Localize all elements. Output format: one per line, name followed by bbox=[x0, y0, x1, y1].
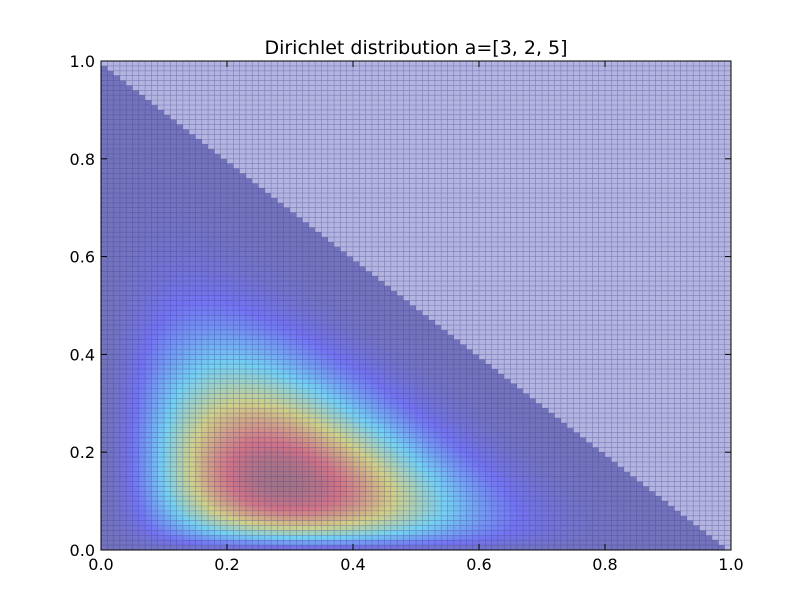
x-tick-label: 0.2 bbox=[214, 555, 239, 574]
x-tick-label: 0.0 bbox=[88, 555, 113, 574]
axes-frame bbox=[100, 60, 732, 551]
y-tick-label: 1.0 bbox=[70, 52, 95, 71]
y-axis: 0.0 0.2 0.4 0.6 0.8 1.0 bbox=[70, 52, 731, 560]
x-axis: 0.0 0.2 0.4 0.6 0.8 1.0 bbox=[88, 61, 744, 574]
x-tick-label: 0.4 bbox=[340, 555, 365, 574]
y-tick-label: 0.6 bbox=[70, 248, 95, 267]
chart-title: Dirichlet distribution a=[3, 2, 5] bbox=[264, 37, 567, 59]
plot-area bbox=[100, 60, 732, 551]
dirichlet-density-heatmap bbox=[101, 61, 731, 550]
mesh-gridlines bbox=[101, 61, 731, 550]
x-tick-label: 1.0 bbox=[718, 555, 743, 574]
y-tick-label: 0.4 bbox=[70, 345, 95, 364]
x-tick-label: 0.8 bbox=[592, 555, 617, 574]
y-tick-label: 0.0 bbox=[70, 541, 95, 560]
y-tick-label: 0.8 bbox=[70, 150, 95, 169]
y-tick-label: 0.2 bbox=[70, 443, 95, 462]
x-tick-label: 0.6 bbox=[466, 555, 491, 574]
